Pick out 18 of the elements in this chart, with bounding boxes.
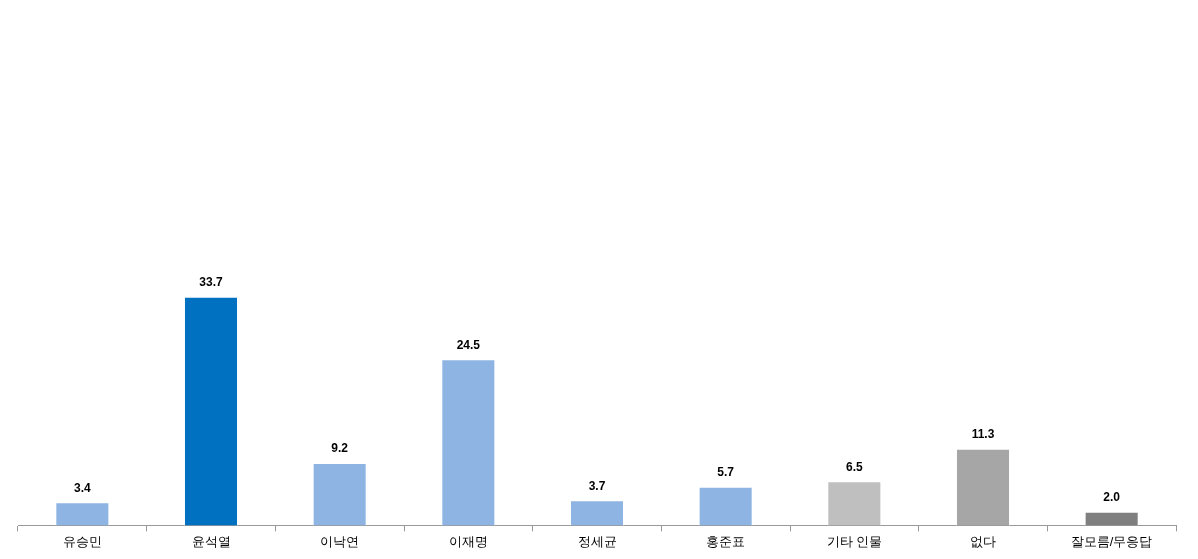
data-label: 3.4: [73, 480, 91, 495]
data-label: 5.7: [717, 465, 735, 480]
data-label: 3.7: [588, 478, 606, 493]
x-tick-label: 없다: [970, 533, 996, 549]
data-label: 24.5: [456, 337, 481, 352]
data-label: 9.2: [331, 441, 349, 456]
x-tick-label: 기타 인물: [826, 533, 883, 549]
data-label: 2.0: [1103, 490, 1121, 505]
x-tick-label: 잘모름/무응답: [1070, 533, 1153, 549]
x-tick-label: 윤석열: [191, 533, 231, 549]
x-tick-label: 정세균: [577, 533, 617, 549]
data-label: 11.3: [971, 427, 995, 442]
x-tick-label: 홍준표: [706, 533, 746, 549]
x-tick-label: 이재명: [448, 533, 488, 549]
data-label: 33.7: [199, 275, 223, 290]
x-tick-label: 이낙연: [320, 533, 360, 549]
data-label: 6.5: [845, 459, 863, 474]
x-tick-label: 유승민: [62, 533, 102, 549]
